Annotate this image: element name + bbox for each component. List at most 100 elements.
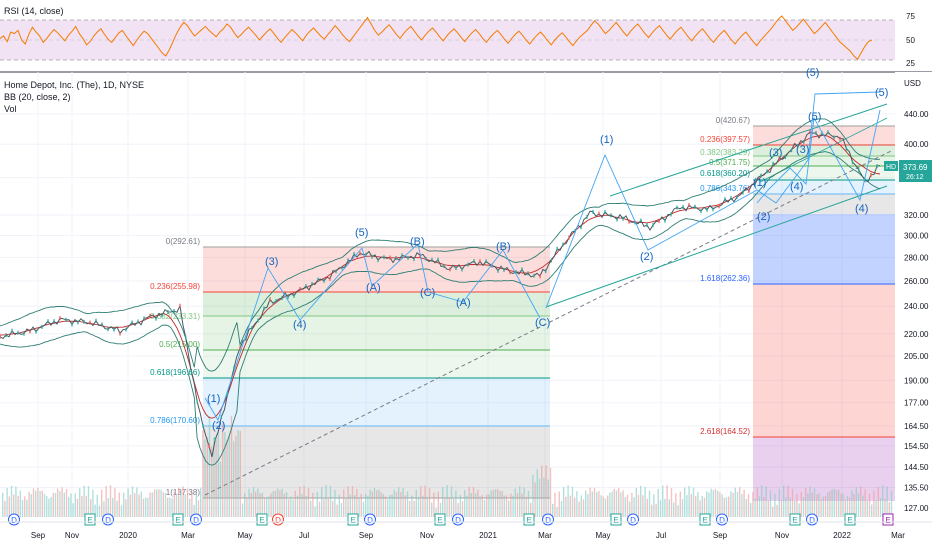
- earnings-marker[interactable]: E: [789, 513, 801, 526]
- dividend-marker[interactable]: D: [364, 513, 376, 526]
- candle: [803, 139, 805, 144]
- volume-bar: [666, 485, 668, 517]
- candle: [839, 136, 841, 141]
- candle: [754, 182, 756, 187]
- volume-bar: [468, 486, 470, 517]
- volume-bar: [695, 496, 697, 517]
- candle: [311, 281, 313, 286]
- wave-label: (5): [808, 111, 821, 123]
- volume-bar: [79, 488, 81, 517]
- volume-bar: [543, 477, 545, 517]
- volume-bar: [684, 487, 686, 517]
- volume-bar: [129, 494, 131, 517]
- dividend-marker[interactable]: D: [716, 513, 728, 526]
- volume-bar: [690, 494, 692, 517]
- candle: [101, 322, 103, 327]
- volume-bar: [290, 496, 292, 517]
- candle: [245, 337, 247, 342]
- volume-bar: [730, 491, 732, 517]
- earnings-marker[interactable]: E: [434, 513, 446, 526]
- earnings-marker[interactable]: E: [347, 513, 359, 526]
- channel-upper: [609, 103, 888, 197]
- wave-path-impulse-2020: [204, 247, 363, 422]
- volume-bar: [457, 503, 459, 517]
- dividend-marker[interactable]: D: [102, 513, 114, 526]
- volume-bar: [101, 489, 103, 517]
- dividend-marker[interactable]: D: [806, 513, 818, 526]
- candle: [190, 370, 193, 375]
- volume-bar: [886, 486, 888, 517]
- candle: [149, 313, 151, 318]
- volume-bar: [657, 488, 659, 517]
- volume-bar: [838, 489, 840, 517]
- candle: [455, 266, 457, 271]
- volume-bar: [813, 488, 816, 517]
- volume-bar: [622, 490, 624, 517]
- volume-bar: [739, 487, 741, 517]
- earnings-marker[interactable]: E: [844, 513, 856, 526]
- volume-bar: [578, 501, 580, 517]
- earnings-marker[interactable]: E: [699, 513, 711, 526]
- volume-bar: [314, 506, 316, 517]
- event-label: E: [885, 516, 890, 525]
- dividend-marker[interactable]: D: [542, 513, 554, 526]
- candle: [646, 223, 648, 228]
- earnings-marker[interactable]: E: [84, 513, 96, 526]
- candle: [676, 205, 678, 210]
- wave-path-2021-late: [756, 109, 881, 204]
- volume-bar: [651, 504, 653, 517]
- volume-bar: [505, 495, 508, 517]
- volume-bar: [615, 490, 618, 517]
- time-tick: Jul: [299, 531, 309, 540]
- candle: [778, 156, 780, 161]
- volume-bar: [376, 490, 378, 517]
- candle: [233, 366, 235, 371]
- candle: [317, 277, 319, 282]
- candle: [17, 330, 19, 335]
- candle: [71, 322, 73, 327]
- volume-bar: [360, 494, 362, 517]
- dividend-marker[interactable]: D: [272, 513, 284, 526]
- volume-bar: [868, 493, 871, 517]
- dividend-marker[interactable]: D: [190, 513, 202, 526]
- candle: [491, 263, 493, 268]
- price-axis[interactable]: USD 440.00400.00360.00320.00300.00280.00…: [884, 72, 932, 517]
- volume-bar: [409, 501, 411, 517]
- candle: [742, 190, 744, 195]
- earnings-marker[interactable]: E: [610, 513, 622, 526]
- candle: [700, 209, 702, 214]
- event-label: E: [350, 516, 355, 525]
- volume-bar: [477, 489, 479, 517]
- volume-bar: [85, 495, 87, 517]
- earnings-marker[interactable]: E: [882, 513, 894, 526]
- volume-bar: [501, 491, 503, 517]
- dashed-trend: [204, 149, 894, 496]
- event-label: D: [105, 516, 111, 525]
- dividend-marker[interactable]: D: [452, 513, 464, 526]
- dividend-marker[interactable]: D: [8, 513, 20, 526]
- dividend-marker[interactable]: D: [627, 513, 639, 526]
- earnings-marker[interactable]: E: [256, 513, 268, 526]
- volume-bar: [840, 493, 842, 517]
- earnings-marker[interactable]: E: [172, 513, 184, 526]
- legend-vol: Vol: [4, 104, 17, 114]
- volume-bar: [820, 499, 822, 517]
- earnings-marker[interactable]: E: [523, 513, 535, 526]
- volume-bar: [169, 497, 171, 517]
- volume-bar: [877, 486, 879, 517]
- volume-bar: [46, 496, 48, 517]
- volume-bar: [312, 492, 314, 517]
- time-tick: Mar: [538, 531, 552, 540]
- candle: [586, 214, 588, 219]
- fib-right-label-236: 0.236(397.57): [700, 135, 750, 144]
- volume-bar: [87, 486, 90, 517]
- volume-bar: [323, 499, 325, 517]
- candle: [833, 135, 835, 140]
- time-axis[interactable]: Sep Nov 2020 Mar May Jul Sep Nov 2021 Mar May Jul Se…: [0, 521, 932, 540]
- candle: [664, 218, 666, 223]
- candle: [658, 218, 660, 223]
- fib-left-zone-2: [203, 292, 550, 316]
- volume-bar: [710, 488, 712, 517]
- candle: [269, 297, 271, 302]
